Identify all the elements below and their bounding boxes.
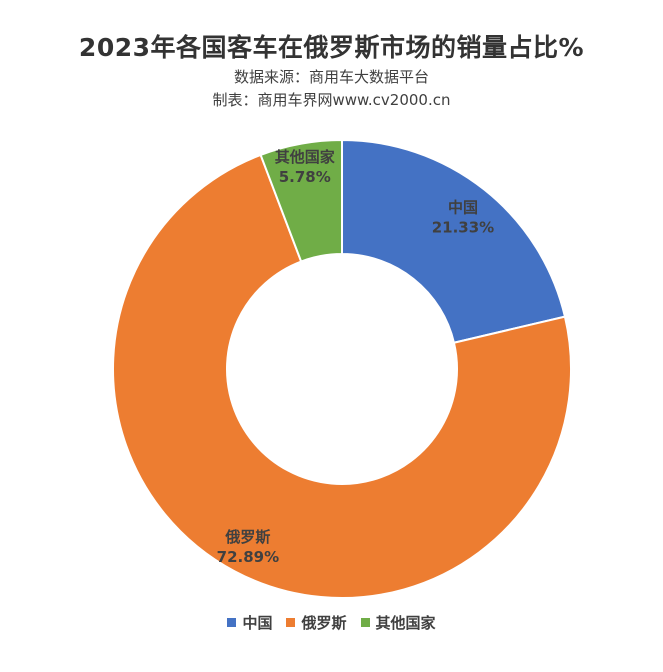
label-other-value: 5.78%: [279, 168, 331, 186]
legend-item-china: 中国: [227, 612, 272, 633]
label-russia: 俄罗斯 72.89%: [217, 528, 279, 566]
labels-group: 中国 21.33% 俄罗斯 72.89% 其他国家 5.78%: [217, 148, 495, 566]
legend-item-other: 其他国家: [360, 612, 436, 633]
label-other: 其他国家 5.78%: [275, 148, 335, 186]
chart-subtitle-source: 数据来源：商用车大数据平台: [233, 68, 429, 86]
slice-china: [341, 138, 567, 344]
label-china: 中国 21.33%: [432, 198, 494, 236]
slice-russia: [112, 153, 572, 599]
chart-header: 2023年各国客车在俄罗斯市场的销量占比% 数据来源：商用车大数据平台 制表：商…: [0, 0, 663, 110]
label-china-value: 21.33%: [432, 218, 494, 236]
slices-group: [112, 138, 572, 599]
legend-swatch-russia: [286, 618, 296, 627]
legend: 中国 俄罗斯 其他国家: [0, 612, 663, 633]
legend-label-china: 中国: [242, 614, 273, 632]
chart-title: 2023年各国客车在俄罗斯市场的销量占比%: [78, 33, 585, 62]
label-russia-value: 72.89%: [217, 548, 279, 566]
label-other-category: 其他国家: [275, 148, 335, 166]
legend-label-other: 其他国家: [375, 614, 436, 632]
slice-other: [259, 138, 343, 263]
legend-swatch-other: [360, 618, 370, 627]
chart-subtitle-maker: 制表：商用车界网www.cv2000.cn: [212, 91, 451, 109]
legend-item-russia: 俄罗斯: [286, 612, 347, 633]
label-russia-category: 俄罗斯: [224, 528, 270, 546]
legend-label-russia: 俄罗斯: [301, 614, 347, 632]
label-china-category: 中国: [448, 198, 478, 216]
legend-swatch-china: [227, 618, 237, 627]
